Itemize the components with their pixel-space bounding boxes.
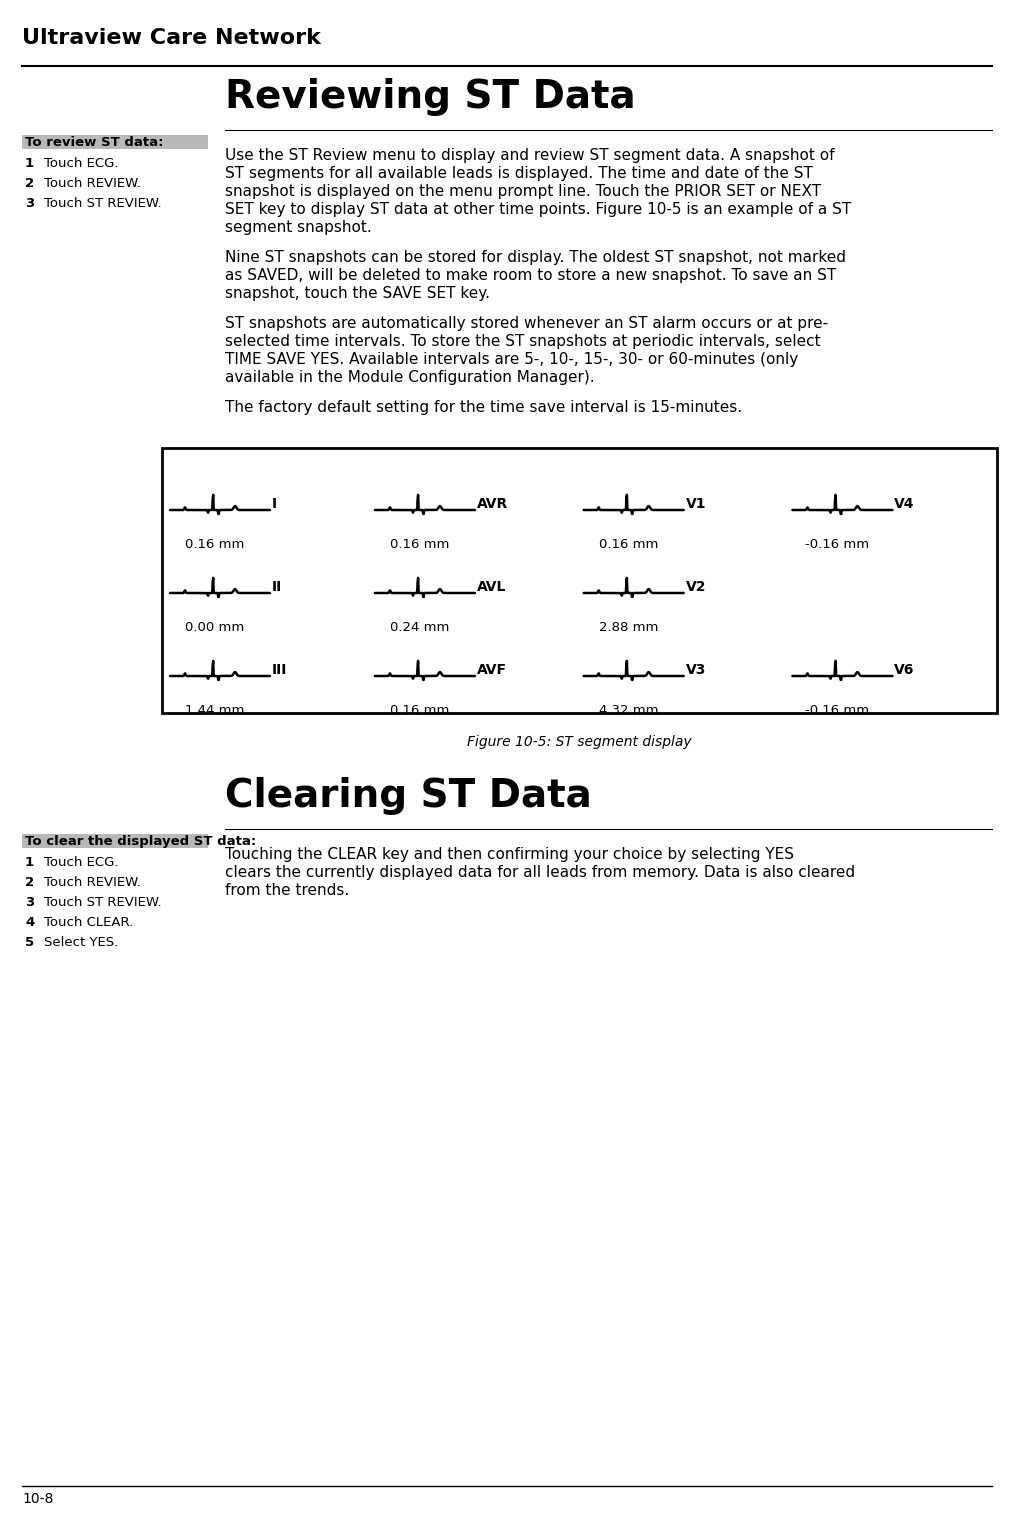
Text: V1: V1: [685, 497, 706, 511]
Text: Use the ST Review menu to display and review ST segment data. A snapshot of: Use the ST Review menu to display and re…: [224, 149, 834, 164]
Text: V4: V4: [894, 497, 914, 511]
Text: 0.16 mm: 0.16 mm: [185, 538, 245, 550]
Text: Nine ST snapshots can be stored for display. The oldest ST snapshot, not marked: Nine ST snapshots can be stored for disp…: [224, 250, 845, 265]
Text: 1: 1: [25, 158, 34, 170]
Text: Touch REVIEW.: Touch REVIEW.: [43, 876, 141, 888]
Text: 0.00 mm: 0.00 mm: [185, 622, 245, 634]
Text: clears the currently displayed data for all leads from memory. Data is also clea: clears the currently displayed data for …: [224, 866, 854, 879]
Text: -0.16 mm: -0.16 mm: [805, 703, 868, 717]
Text: 4.32 mm: 4.32 mm: [599, 703, 658, 717]
Text: 1.44 mm: 1.44 mm: [185, 703, 245, 717]
Text: To clear the displayed ST data:: To clear the displayed ST data:: [25, 835, 256, 847]
Text: 1: 1: [25, 857, 34, 869]
Text: selected time intervals. To store the ST snapshots at periodic intervals, select: selected time intervals. To store the ST…: [224, 334, 820, 349]
Text: ST segments for all available leads is displayed. The time and date of the ST: ST segments for all available leads is d…: [224, 165, 812, 180]
Text: To review ST data:: To review ST data:: [25, 136, 164, 149]
Text: Reviewing ST Data: Reviewing ST Data: [224, 77, 635, 117]
Text: 3: 3: [25, 896, 34, 910]
Text: Clearing ST Data: Clearing ST Data: [224, 778, 591, 816]
Bar: [162, 449, 996, 713]
Text: from the trends.: from the trends.: [224, 882, 349, 897]
Text: AVR: AVR: [476, 497, 508, 511]
Text: 0.16 mm: 0.16 mm: [599, 538, 658, 550]
Text: Figure 10-5: ST segment display: Figure 10-5: ST segment display: [467, 735, 692, 749]
Text: snapshot, touch the SAVE SET key.: snapshot, touch the SAVE SET key.: [224, 287, 489, 302]
Text: 5: 5: [25, 935, 34, 949]
Text: SET key to display ST data at other time points. Figure 10-5 is an example of a : SET key to display ST data at other time…: [224, 202, 850, 217]
Text: Touch ECG.: Touch ECG.: [43, 158, 118, 170]
Text: -0.16 mm: -0.16 mm: [805, 538, 868, 550]
Text: 2: 2: [25, 876, 34, 888]
Text: Touch ST REVIEW.: Touch ST REVIEW.: [43, 896, 162, 910]
Text: 10-8: 10-8: [22, 1492, 54, 1505]
Text: III: III: [272, 662, 287, 678]
Text: V3: V3: [685, 662, 706, 678]
Bar: [22, 135, 208, 149]
Text: Touch ECG.: Touch ECG.: [43, 857, 118, 869]
Text: Ultraview Care Network: Ultraview Care Network: [22, 27, 320, 49]
Text: snapshot is displayed on the menu prompt line. Touch the PRIOR SET or NEXT: snapshot is displayed on the menu prompt…: [224, 183, 820, 199]
Text: 3: 3: [25, 197, 34, 211]
Text: as SAVED, will be deleted to make room to store a new snapshot. To save an ST: as SAVED, will be deleted to make room t…: [224, 268, 835, 283]
Text: Select YES.: Select YES.: [43, 935, 118, 949]
Text: segment snapshot.: segment snapshot.: [224, 220, 371, 235]
Text: TIME SAVE YES. Available intervals are 5-, 10-, 15-, 30- or 60-minutes (only: TIME SAVE YES. Available intervals are 5…: [224, 352, 798, 367]
Text: The factory default setting for the time save interval is 15-minutes.: The factory default setting for the time…: [224, 400, 741, 415]
Text: ST snapshots are automatically stored whenever an ST alarm occurs or at pre-: ST snapshots are automatically stored wh…: [224, 315, 827, 330]
Text: I: I: [272, 497, 277, 511]
Text: available in the Module Configuration Manager).: available in the Module Configuration Ma…: [224, 370, 594, 385]
Text: 4: 4: [25, 916, 34, 929]
Text: Touching the CLEAR key and then confirming your choice by selecting YES: Touching the CLEAR key and then confirmi…: [224, 847, 794, 863]
Text: 2.88 mm: 2.88 mm: [599, 622, 658, 634]
Text: 0.16 mm: 0.16 mm: [390, 538, 449, 550]
Text: Touch CLEAR.: Touch CLEAR.: [43, 916, 133, 929]
Text: V6: V6: [894, 662, 914, 678]
Text: Touch ST REVIEW.: Touch ST REVIEW.: [43, 197, 162, 211]
Text: AVL: AVL: [476, 581, 506, 594]
Text: AVF: AVF: [476, 662, 507, 678]
Text: 0.16 mm: 0.16 mm: [390, 703, 449, 717]
Text: V2: V2: [685, 581, 706, 594]
Text: 2: 2: [25, 177, 34, 190]
Text: 0.24 mm: 0.24 mm: [390, 622, 449, 634]
Text: Touch REVIEW.: Touch REVIEW.: [43, 177, 141, 190]
Text: II: II: [272, 581, 282, 594]
Bar: [22, 834, 208, 847]
